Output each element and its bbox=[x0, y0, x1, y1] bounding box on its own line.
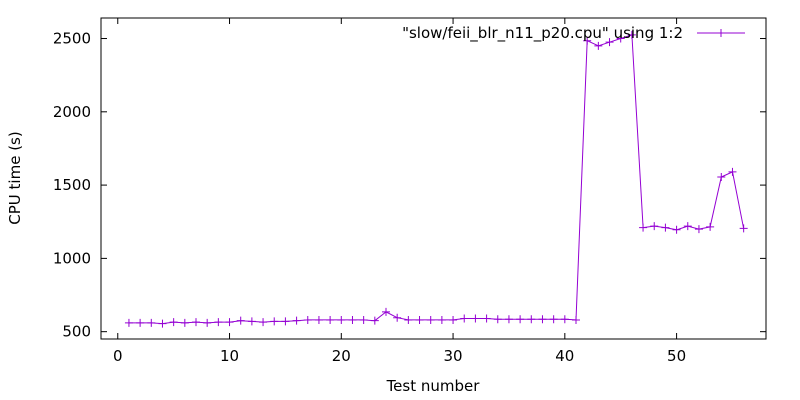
data-point bbox=[314, 315, 323, 324]
data-point bbox=[169, 318, 178, 327]
x-tick-label: 40 bbox=[555, 347, 574, 365]
data-point bbox=[706, 222, 715, 231]
data-point bbox=[449, 315, 458, 324]
data-point bbox=[203, 318, 212, 327]
data-point bbox=[382, 307, 390, 316]
data-point bbox=[538, 315, 547, 324]
data-point bbox=[627, 30, 636, 39]
y-tick-label: 2500 bbox=[53, 30, 91, 48]
data-point bbox=[348, 315, 357, 324]
legend-label: "slow/feii_blr_n11_p20.cpu" using 1:2 bbox=[402, 24, 683, 43]
y-axis-label: CPU time (s) bbox=[6, 131, 24, 224]
data-point bbox=[247, 317, 256, 326]
y-tick-label: 2000 bbox=[53, 103, 91, 121]
data-point bbox=[639, 223, 648, 232]
data-point bbox=[482, 314, 491, 323]
data-point bbox=[460, 314, 469, 323]
y-tick-label: 1500 bbox=[53, 176, 91, 194]
x-tick-label: 0 bbox=[113, 347, 123, 365]
data-point bbox=[717, 173, 726, 182]
legend: "slow/feii_blr_n11_p20.cpu" using 1:2 bbox=[402, 24, 745, 43]
data-point bbox=[337, 315, 346, 324]
x-tick-label: 20 bbox=[332, 347, 351, 365]
y-tick-label: 1000 bbox=[53, 249, 91, 267]
data-point bbox=[504, 315, 513, 324]
data-point bbox=[572, 315, 580, 324]
legend-marker bbox=[717, 29, 725, 37]
series-layer bbox=[124, 30, 748, 328]
data-point bbox=[225, 318, 234, 327]
data-point bbox=[616, 34, 625, 43]
data-point bbox=[605, 38, 614, 47]
data-point bbox=[672, 225, 681, 234]
data-point bbox=[728, 167, 737, 176]
data-point bbox=[326, 315, 335, 324]
data-point bbox=[180, 318, 189, 327]
data-point bbox=[560, 315, 569, 324]
data-point bbox=[393, 313, 402, 322]
data-point bbox=[359, 315, 368, 324]
data-point bbox=[739, 224, 748, 233]
data-point bbox=[661, 223, 670, 232]
data-point bbox=[426, 315, 435, 324]
y-tick-label: 500 bbox=[62, 323, 91, 341]
data-point bbox=[370, 316, 379, 325]
data-point bbox=[583, 36, 592, 45]
data-point bbox=[158, 319, 167, 328]
data-point bbox=[415, 315, 424, 324]
data-point bbox=[694, 225, 703, 234]
data-point bbox=[594, 41, 603, 50]
data-point bbox=[303, 315, 312, 324]
data-point bbox=[471, 314, 480, 323]
data-point bbox=[124, 318, 133, 327]
data-point bbox=[136, 318, 145, 327]
x-tick-label: 30 bbox=[444, 347, 463, 365]
data-point bbox=[683, 222, 692, 231]
data-point bbox=[236, 316, 245, 325]
x-axis-label: Test number bbox=[386, 377, 481, 395]
data-point bbox=[192, 318, 200, 327]
x-tick-label: 10 bbox=[220, 347, 239, 365]
data-point bbox=[214, 318, 223, 327]
axis-ticks: 0 10 20 30 40 50 500 1000 1500 2000 2500 bbox=[53, 18, 766, 365]
data-point bbox=[516, 315, 525, 324]
data-point bbox=[147, 318, 156, 327]
plot-frame bbox=[100, 17, 767, 340]
data-point bbox=[493, 315, 502, 324]
data-point bbox=[650, 222, 659, 231]
data-point bbox=[404, 315, 413, 324]
data-point bbox=[527, 315, 536, 324]
data-point bbox=[549, 315, 558, 324]
data-point bbox=[437, 315, 446, 324]
data-point bbox=[270, 317, 279, 326]
data-point bbox=[281, 317, 290, 326]
data-point bbox=[292, 316, 301, 325]
data-point bbox=[259, 318, 268, 327]
x-tick-label: 50 bbox=[667, 347, 686, 365]
series-line-0 bbox=[128, 34, 745, 325]
